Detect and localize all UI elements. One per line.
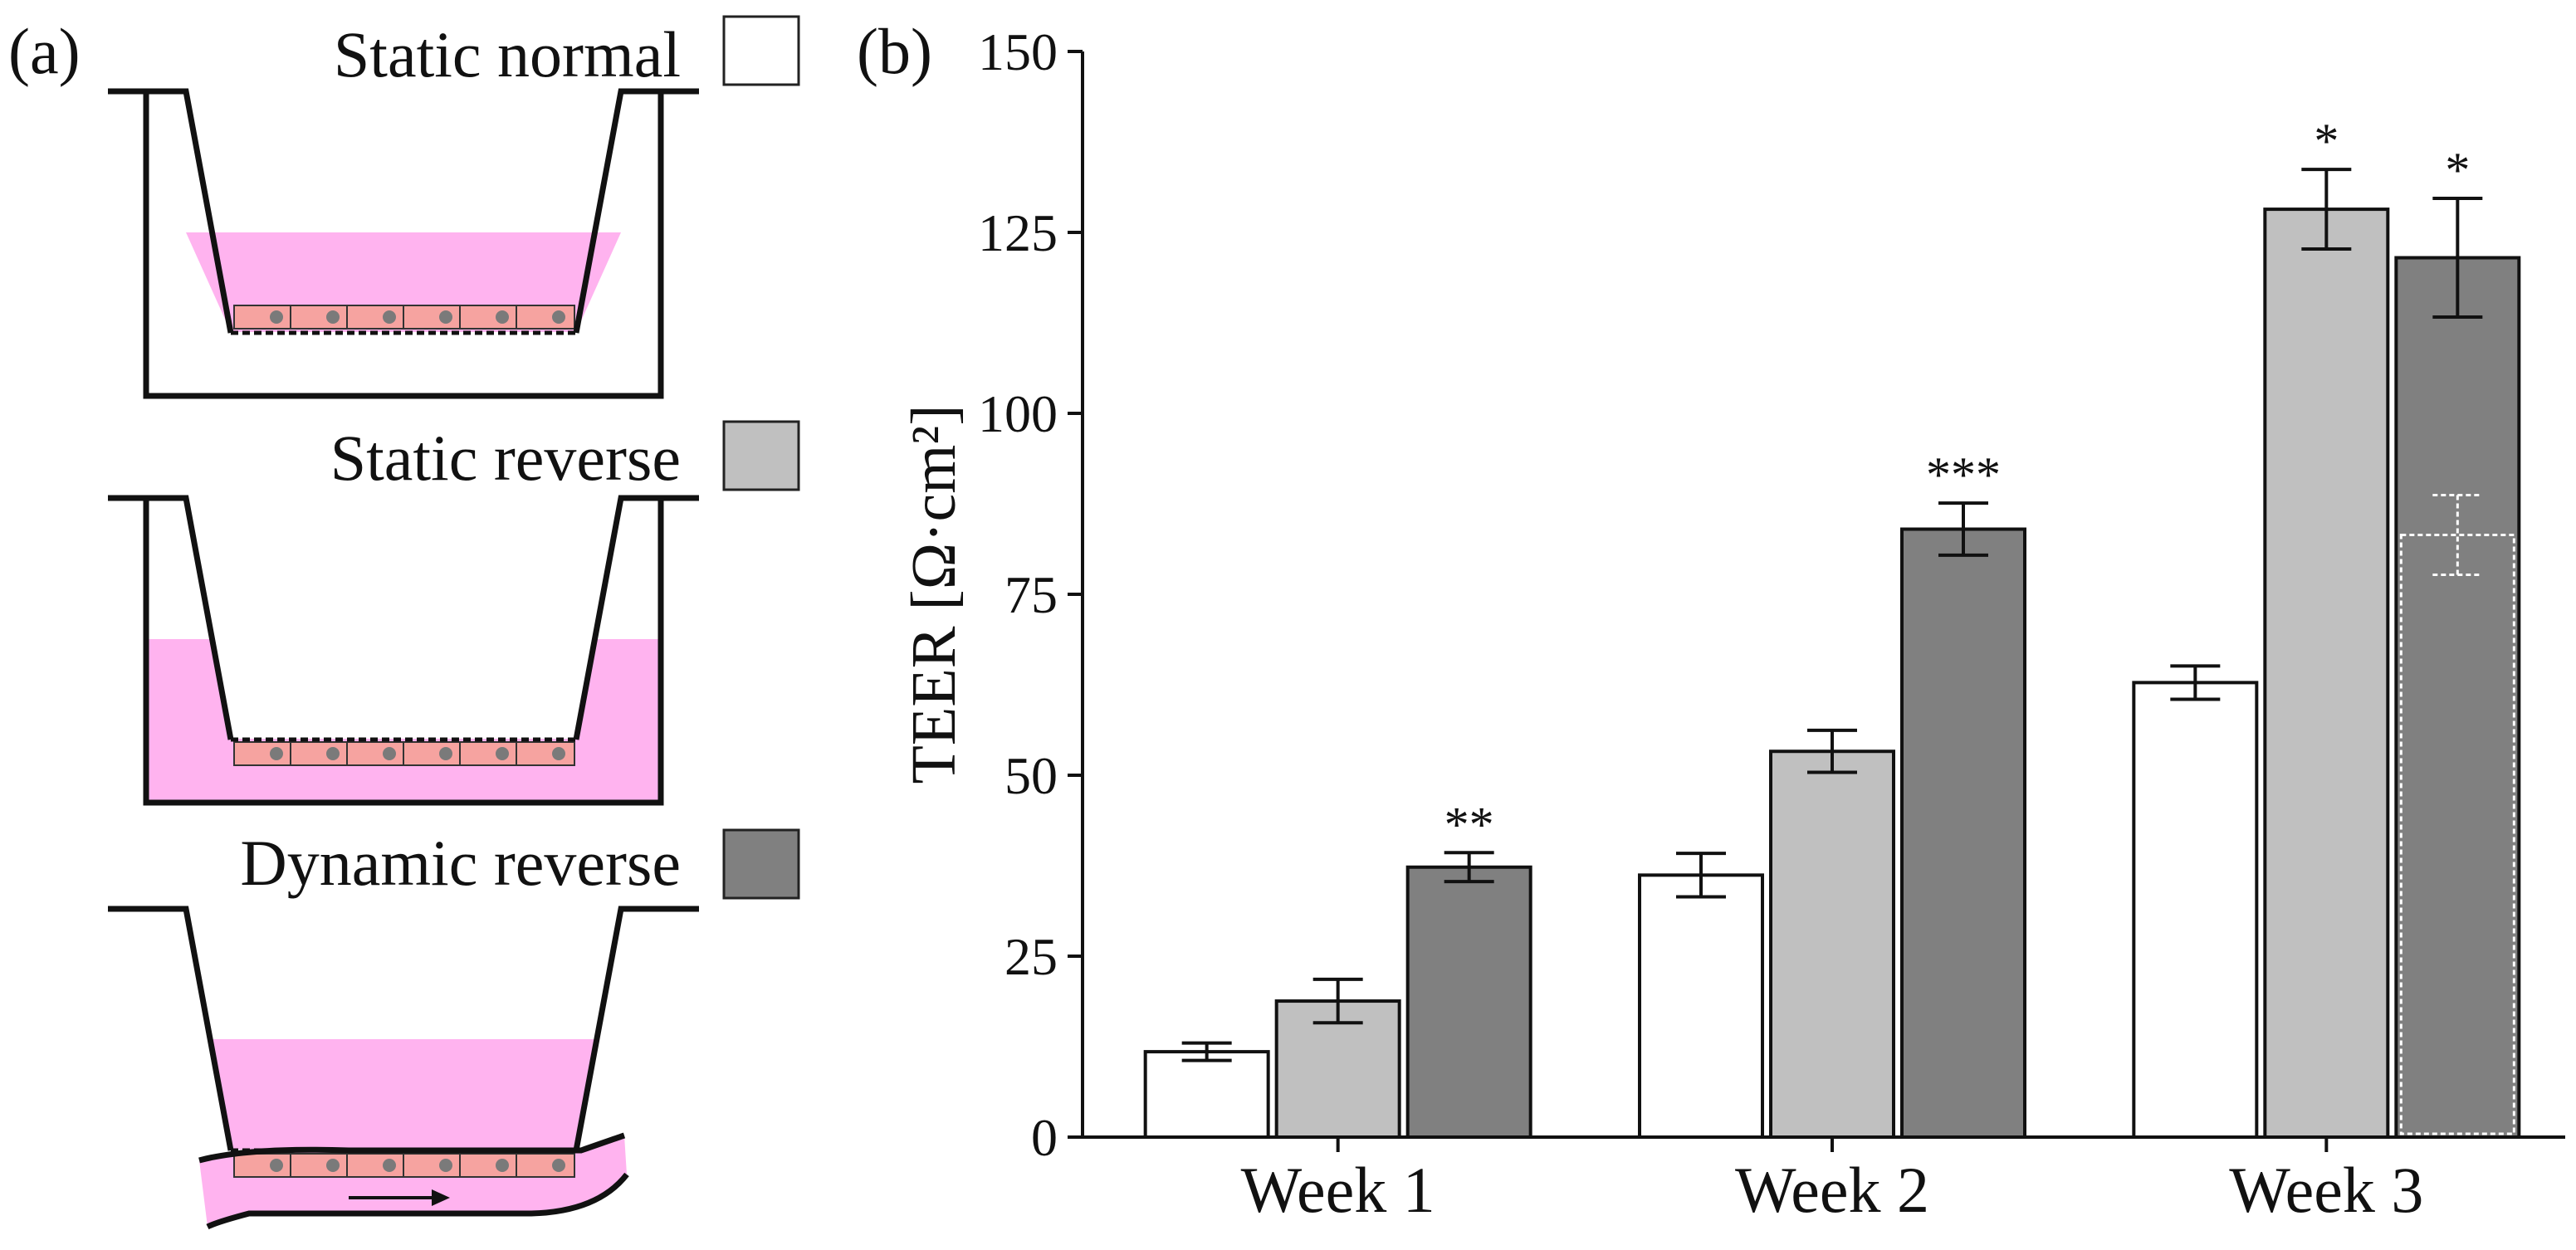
legend-dynamic-reverse: Dynamic reverse (240, 827, 800, 900)
significance-static-reverse-week-3: * (2314, 114, 2339, 168)
cell-nucleus (552, 1159, 565, 1172)
bar-static-reverse-week-2 (1769, 750, 1895, 1139)
legend-swatch-static-reverse (722, 420, 800, 491)
legend-static-reverse: Static reverse (330, 420, 800, 494)
bar-static-reverse-week-3 (2263, 208, 2390, 1140)
x-tick-label-week-1: Week 1 (1241, 1154, 1435, 1226)
flow-channel-top (198, 1132, 626, 1164)
panel-a-schematic: (a) Static normal Static reverse Dynamic… (8, 15, 800, 1230)
y-tick-label: 150 (978, 22, 1058, 81)
insert-interior-static-reverse (146, 498, 661, 739)
y-tick-label: 25 (1004, 927, 1058, 986)
legend-static-normal: Static normal (334, 15, 800, 90)
flow-channel-bottom (206, 1172, 629, 1230)
cell-layer-static-normal (233, 305, 575, 330)
panel-a-label: (a) (8, 15, 81, 87)
cell-nucleus (270, 310, 283, 324)
y-tick-label: 75 (1004, 565, 1058, 624)
insert-wall-left (108, 88, 234, 334)
y-tick-label: 0 (1031, 1108, 1058, 1167)
y-axis-ticks: 0 25 50 75 100 125 150 (978, 22, 1083, 1167)
x-axis-labels: Week 1 Week 2 Week 3 (1241, 1137, 2423, 1226)
insert-interior-static-normal (146, 91, 661, 396)
legend-label-dynamic-reverse: Dynamic reverse (240, 827, 681, 899)
cell-nucleus (552, 747, 565, 760)
cell-nucleus (326, 747, 340, 760)
cell-nucleus (496, 1159, 509, 1172)
bars (1143, 208, 2521, 1140)
bar-dynamic-reverse-week-1 (1405, 865, 1532, 1140)
y-tick-label: 125 (978, 203, 1058, 262)
significance-markers: ******* (1444, 114, 2471, 852)
error-bars (1181, 168, 2483, 1062)
insert-wall-right (573, 906, 699, 1151)
insert-wall-left (108, 495, 234, 740)
cell-nucleus (439, 747, 452, 760)
legend-swatch-dynamic-reverse (722, 828, 800, 900)
legend-swatch-static-normal (722, 15, 800, 86)
insert-medium-dynamic-reverse (211, 1039, 598, 1150)
legend-label-static-reverse: Static reverse (330, 422, 681, 494)
flow-arrow-icon (349, 1189, 450, 1206)
cell-nucleus (439, 310, 452, 324)
cell-nucleus (326, 1159, 340, 1172)
cell-nucleus (383, 1159, 396, 1172)
cell-nucleus (383, 310, 396, 324)
cell-nucleus (326, 310, 340, 324)
significance-dynamic-reverse-week-3: * (2445, 143, 2470, 198)
well-outline-static-normal (143, 91, 664, 399)
y-tick-label: 100 (978, 384, 1058, 443)
well-outline-static-reverse (143, 498, 664, 806)
bar-dynamic-reverse-week-2 (1900, 527, 2026, 1139)
bar-static-normal-week-2 (1638, 873, 1764, 1140)
cell-nucleus (496, 310, 509, 324)
panel-b-label: (b) (857, 15, 932, 87)
cell-nucleus (552, 310, 565, 324)
insert-static-normal (108, 88, 699, 399)
insert-dynamic-reverse (108, 906, 699, 1230)
y-axis-title: TEER [Ω·cm²] (899, 404, 969, 784)
insert-wall-right (573, 495, 699, 740)
bar-static-normal-week-1 (1143, 1050, 1270, 1139)
x-tick-label-week-2: Week 2 (1735, 1154, 1929, 1226)
overlay-bar-outline (2399, 533, 2515, 1135)
insert-wall-right (573, 88, 699, 334)
cell-nucleus (496, 747, 509, 760)
insert-wall-left (108, 906, 234, 1151)
x-tick-label-week-3: Week 3 (2229, 1154, 2423, 1226)
legend-label-static-normal: Static normal (334, 18, 681, 90)
cell-layer-static-reverse (233, 741, 575, 766)
significance-dynamic-reverse-week-2: *** (1926, 447, 2001, 502)
cell-nucleus (383, 747, 396, 760)
overlay-dashed-bar (2399, 494, 2515, 1135)
insert-static-reverse (108, 495, 699, 806)
y-tick-label: 50 (1004, 746, 1058, 805)
cell-layer-dynamic-reverse (233, 1153, 575, 1178)
cell-nucleus (439, 1159, 452, 1172)
bar-dynamic-reverse-week-3 (2394, 256, 2521, 1139)
bar-static-normal-week-3 (2132, 681, 2259, 1139)
significance-dynamic-reverse-week-1: ** (1444, 797, 1494, 852)
cell-nucleus (270, 747, 283, 760)
cell-nucleus (270, 1159, 283, 1172)
